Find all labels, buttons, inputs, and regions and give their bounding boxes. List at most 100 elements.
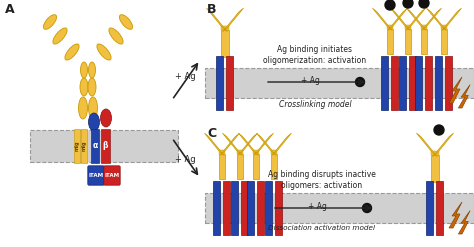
Bar xyxy=(426,56,432,110)
Circle shape xyxy=(363,204,372,212)
Text: ITAM: ITAM xyxy=(89,173,103,178)
Polygon shape xyxy=(238,133,258,156)
Bar xyxy=(257,181,264,235)
Polygon shape xyxy=(204,133,224,156)
Ellipse shape xyxy=(88,78,96,96)
Bar xyxy=(441,25,447,29)
Polygon shape xyxy=(458,85,470,108)
Bar xyxy=(420,29,428,54)
Polygon shape xyxy=(238,133,257,156)
Bar xyxy=(392,56,399,110)
Text: ITAM: ITAM xyxy=(104,173,119,178)
Bar xyxy=(227,56,234,110)
Bar xyxy=(224,181,230,235)
Ellipse shape xyxy=(119,15,133,29)
Bar xyxy=(382,56,389,110)
Bar xyxy=(446,56,453,110)
Polygon shape xyxy=(449,77,462,103)
Text: α: α xyxy=(92,142,98,150)
Bar xyxy=(387,25,393,29)
Bar xyxy=(231,181,238,235)
Polygon shape xyxy=(223,8,244,32)
Polygon shape xyxy=(417,133,438,157)
Polygon shape xyxy=(388,8,408,31)
Text: + Ag: + Ag xyxy=(301,76,319,85)
Bar xyxy=(271,154,277,179)
Bar xyxy=(265,181,273,235)
Text: B: B xyxy=(207,3,217,16)
Text: + Ag: + Ag xyxy=(308,202,327,211)
Polygon shape xyxy=(458,211,470,234)
Bar xyxy=(420,25,428,29)
Polygon shape xyxy=(207,8,228,32)
Bar xyxy=(441,29,447,54)
Bar xyxy=(405,29,411,54)
Bar xyxy=(217,56,224,110)
Text: mIg: mIg xyxy=(74,141,80,151)
Polygon shape xyxy=(220,133,239,156)
Circle shape xyxy=(385,0,395,10)
Polygon shape xyxy=(272,133,292,156)
Circle shape xyxy=(403,0,413,8)
Polygon shape xyxy=(442,8,462,31)
Bar xyxy=(437,181,444,235)
Polygon shape xyxy=(391,8,410,31)
Bar xyxy=(410,56,417,110)
Text: + Ag: + Ag xyxy=(175,71,196,81)
Bar xyxy=(431,151,438,155)
Ellipse shape xyxy=(97,44,111,60)
Ellipse shape xyxy=(53,28,67,44)
Polygon shape xyxy=(373,8,392,31)
Bar xyxy=(213,181,220,235)
Bar xyxy=(237,150,244,154)
Bar xyxy=(30,130,178,162)
Bar xyxy=(387,29,393,54)
Bar xyxy=(400,56,407,110)
Text: A: A xyxy=(5,3,15,16)
Bar xyxy=(237,154,244,179)
Bar xyxy=(221,30,228,57)
Bar xyxy=(405,25,411,29)
Ellipse shape xyxy=(81,62,88,78)
Bar xyxy=(205,193,474,223)
Ellipse shape xyxy=(89,113,100,131)
Bar xyxy=(219,154,226,179)
Bar xyxy=(221,26,228,30)
Bar xyxy=(275,181,283,235)
Polygon shape xyxy=(254,133,273,156)
Ellipse shape xyxy=(100,109,111,127)
Text: Ag binding initiates
oligomerization: activation: Ag binding initiates oligomerization: ac… xyxy=(264,45,366,65)
Bar xyxy=(91,129,99,163)
Polygon shape xyxy=(256,133,276,156)
Text: β: β xyxy=(103,142,108,150)
Circle shape xyxy=(434,125,444,135)
Bar xyxy=(431,155,438,182)
Polygon shape xyxy=(433,133,454,157)
Polygon shape xyxy=(427,8,446,31)
Polygon shape xyxy=(407,8,426,31)
Ellipse shape xyxy=(79,97,88,119)
Bar xyxy=(427,181,434,235)
Bar xyxy=(247,181,255,235)
Ellipse shape xyxy=(80,78,88,96)
Bar xyxy=(271,150,277,154)
Polygon shape xyxy=(449,202,462,228)
Text: mIg: mIg xyxy=(82,141,86,151)
Bar xyxy=(416,56,422,110)
Bar xyxy=(253,154,259,179)
Ellipse shape xyxy=(89,62,95,78)
Ellipse shape xyxy=(65,44,79,60)
Circle shape xyxy=(419,0,429,8)
Bar xyxy=(219,150,226,154)
Circle shape xyxy=(356,78,365,86)
FancyBboxPatch shape xyxy=(88,166,104,185)
Bar xyxy=(241,181,248,235)
Text: Ag binding disrupts inactive
oligomers: activation: Ag binding disrupts inactive oligomers: … xyxy=(268,170,376,190)
Bar xyxy=(436,56,443,110)
Bar xyxy=(205,68,474,98)
Polygon shape xyxy=(222,133,242,156)
Bar xyxy=(81,129,87,163)
Bar xyxy=(101,129,110,163)
Ellipse shape xyxy=(44,15,56,29)
Bar xyxy=(74,129,80,163)
